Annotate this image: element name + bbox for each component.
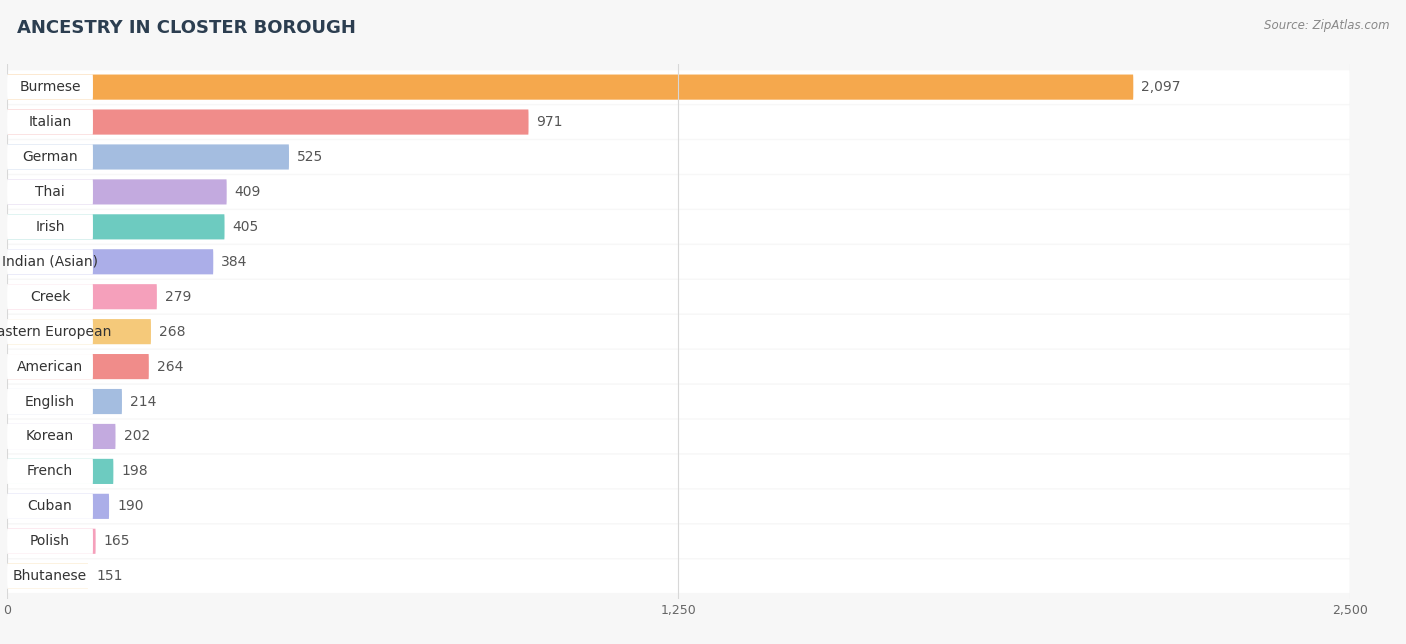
FancyBboxPatch shape xyxy=(7,459,93,484)
FancyBboxPatch shape xyxy=(7,564,89,589)
Text: 198: 198 xyxy=(121,464,148,478)
FancyBboxPatch shape xyxy=(7,494,110,519)
Text: Thai: Thai xyxy=(35,185,65,199)
FancyBboxPatch shape xyxy=(7,284,157,309)
FancyBboxPatch shape xyxy=(7,179,93,205)
FancyBboxPatch shape xyxy=(7,109,93,135)
Text: American: American xyxy=(17,359,83,374)
FancyBboxPatch shape xyxy=(7,564,93,589)
Text: Creek: Creek xyxy=(30,290,70,304)
Text: Cuban: Cuban xyxy=(28,499,72,513)
FancyBboxPatch shape xyxy=(7,354,149,379)
FancyBboxPatch shape xyxy=(7,214,225,240)
FancyBboxPatch shape xyxy=(7,179,226,205)
Text: 165: 165 xyxy=(104,535,131,548)
Text: 214: 214 xyxy=(129,395,156,408)
FancyBboxPatch shape xyxy=(7,424,115,449)
FancyBboxPatch shape xyxy=(7,319,150,345)
FancyBboxPatch shape xyxy=(7,494,93,519)
Text: 190: 190 xyxy=(117,499,143,513)
Text: 264: 264 xyxy=(157,359,183,374)
FancyBboxPatch shape xyxy=(7,529,96,554)
Text: ANCESTRY IN CLOSTER BOROUGH: ANCESTRY IN CLOSTER BOROUGH xyxy=(17,19,356,37)
FancyBboxPatch shape xyxy=(7,284,93,309)
Text: Polish: Polish xyxy=(30,535,70,548)
Text: 971: 971 xyxy=(537,115,562,129)
Text: 202: 202 xyxy=(124,430,150,444)
FancyBboxPatch shape xyxy=(7,524,1350,558)
Text: German: German xyxy=(22,150,77,164)
FancyBboxPatch shape xyxy=(7,384,1350,419)
Text: 525: 525 xyxy=(297,150,323,164)
FancyBboxPatch shape xyxy=(7,105,1350,139)
FancyBboxPatch shape xyxy=(7,214,93,240)
Text: English: English xyxy=(25,395,75,408)
FancyBboxPatch shape xyxy=(7,424,93,449)
Text: 268: 268 xyxy=(159,325,186,339)
FancyBboxPatch shape xyxy=(7,319,93,345)
FancyBboxPatch shape xyxy=(7,245,1350,279)
FancyBboxPatch shape xyxy=(7,70,1350,104)
Text: Burmese: Burmese xyxy=(20,80,80,94)
FancyBboxPatch shape xyxy=(7,175,1350,209)
Text: Italian: Italian xyxy=(28,115,72,129)
Text: Irish: Irish xyxy=(35,220,65,234)
FancyBboxPatch shape xyxy=(7,420,1350,453)
Text: French: French xyxy=(27,464,73,478)
FancyBboxPatch shape xyxy=(7,455,1350,488)
FancyBboxPatch shape xyxy=(7,389,93,414)
FancyBboxPatch shape xyxy=(7,529,93,554)
FancyBboxPatch shape xyxy=(7,350,1350,383)
Text: 151: 151 xyxy=(96,569,122,583)
Text: 409: 409 xyxy=(235,185,262,199)
Text: Korean: Korean xyxy=(25,430,75,444)
FancyBboxPatch shape xyxy=(7,144,93,169)
FancyBboxPatch shape xyxy=(7,354,93,379)
Text: 2,097: 2,097 xyxy=(1142,80,1181,94)
FancyBboxPatch shape xyxy=(7,144,290,169)
Text: 405: 405 xyxy=(232,220,259,234)
Text: Bhutanese: Bhutanese xyxy=(13,569,87,583)
FancyBboxPatch shape xyxy=(7,315,1350,348)
FancyBboxPatch shape xyxy=(7,109,529,135)
FancyBboxPatch shape xyxy=(7,75,1133,100)
FancyBboxPatch shape xyxy=(7,560,1350,593)
Text: Indian (Asian): Indian (Asian) xyxy=(1,255,98,269)
Text: 384: 384 xyxy=(221,255,247,269)
FancyBboxPatch shape xyxy=(7,389,122,414)
FancyBboxPatch shape xyxy=(7,249,93,274)
FancyBboxPatch shape xyxy=(7,140,1350,174)
FancyBboxPatch shape xyxy=(7,249,214,274)
Text: Eastern European: Eastern European xyxy=(0,325,111,339)
FancyBboxPatch shape xyxy=(7,75,93,100)
Text: Source: ZipAtlas.com: Source: ZipAtlas.com xyxy=(1264,19,1389,32)
FancyBboxPatch shape xyxy=(7,489,1350,523)
Text: 279: 279 xyxy=(165,290,191,304)
FancyBboxPatch shape xyxy=(7,280,1350,314)
FancyBboxPatch shape xyxy=(7,210,1350,243)
FancyBboxPatch shape xyxy=(7,459,114,484)
